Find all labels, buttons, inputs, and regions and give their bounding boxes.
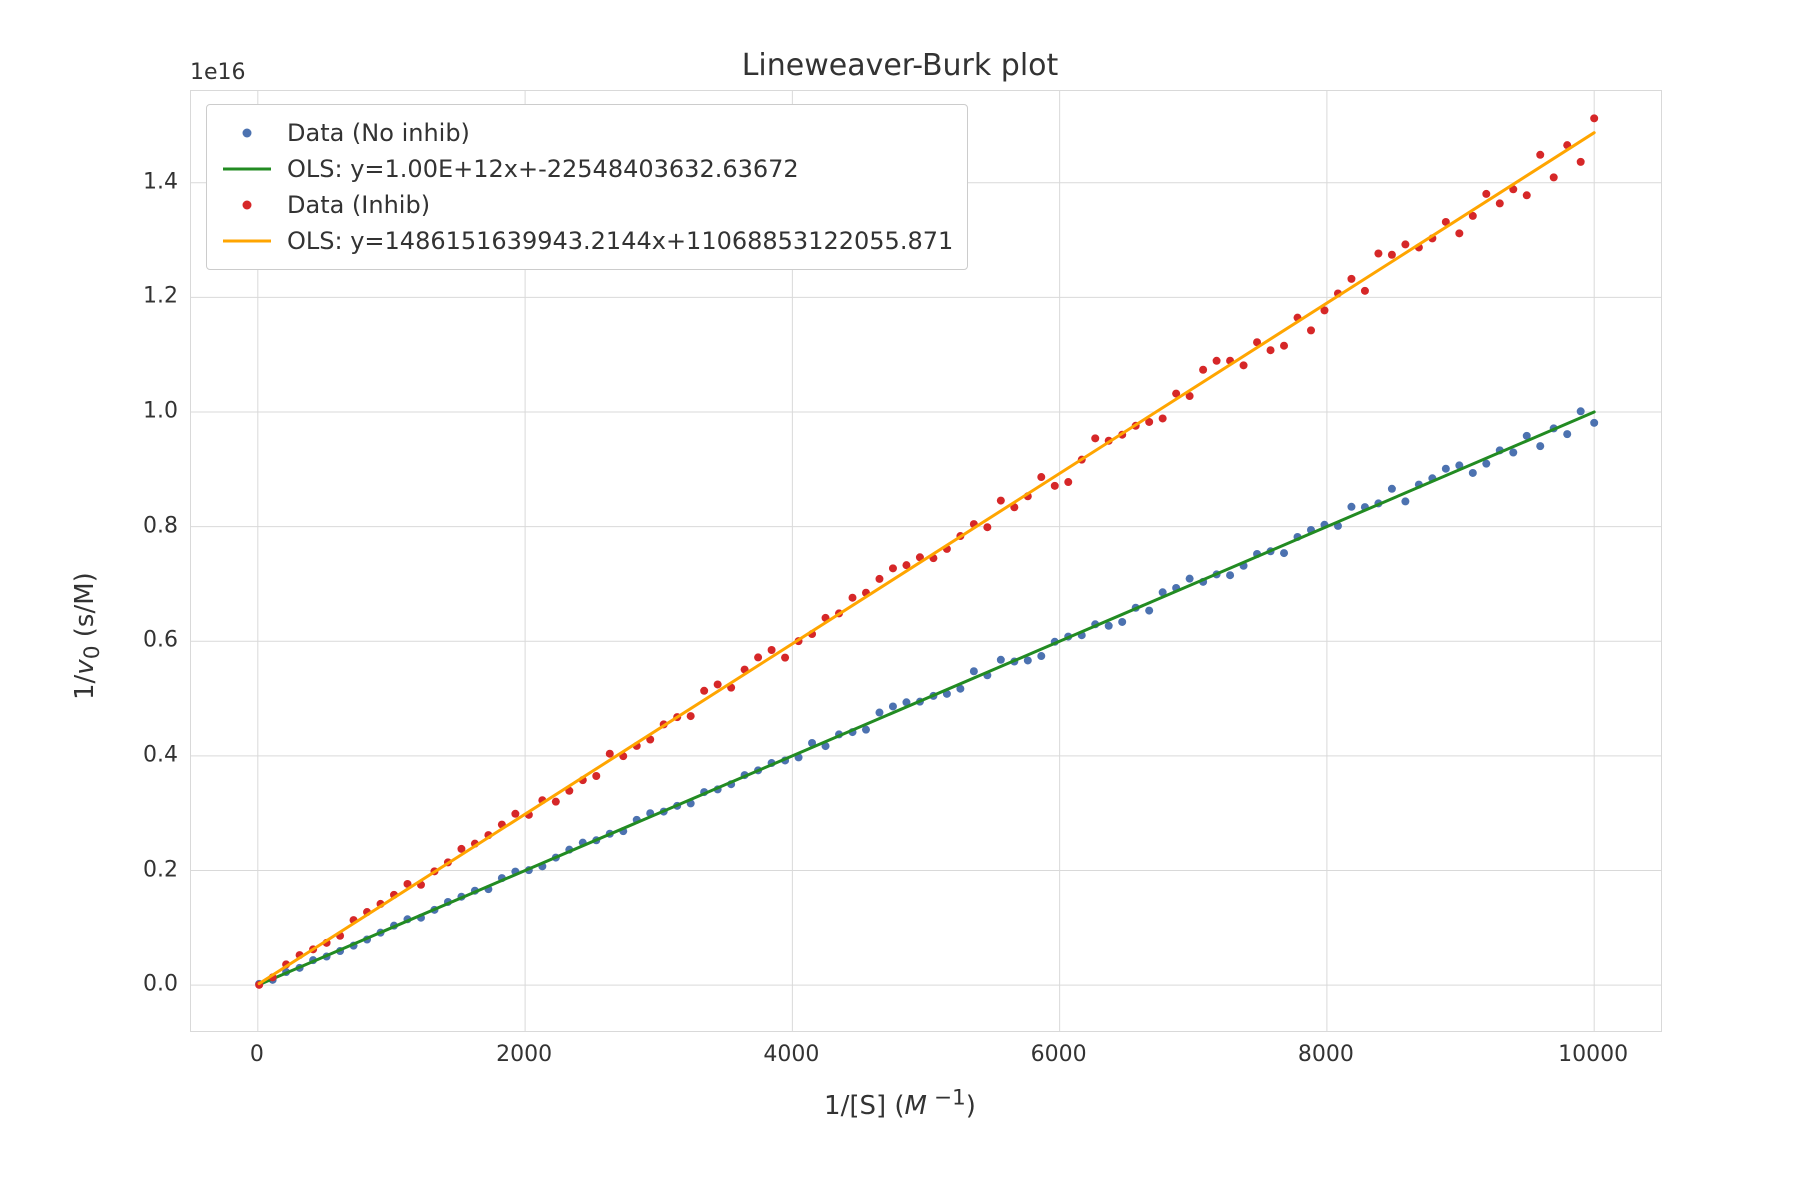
legend-label: Data (Inhib) (287, 191, 430, 219)
x-tick-label: 4000 (763, 1042, 819, 1067)
legend-line-icon (221, 233, 273, 249)
y-tick-label: 0.8 (118, 513, 178, 538)
figure: Lineweaver-Burk plot 1e16 0 2000 4000 6000 8… (0, 0, 1800, 1200)
x-tick-label: 6000 (1031, 1042, 1087, 1067)
legend: Data (No inhib) OLS: y=1.00E+12x+-2254840… (206, 104, 968, 270)
y-tick-label: 1.4 (118, 169, 178, 194)
legend-item: Data (No inhib) (221, 115, 953, 151)
legend-label: Data (No inhib) (287, 119, 470, 147)
legend-marker-icon (221, 125, 273, 141)
x-tick-label: 2000 (496, 1042, 552, 1067)
y-axis-offset: 1e16 (190, 60, 246, 85)
legend-item: OLS: y=1486151639943.2144x+1106885312205… (221, 223, 953, 259)
legend-label: OLS: y=1486151639943.2144x+1106885312205… (287, 227, 953, 255)
y-axis-label: 1/v0 (s/M) (70, 572, 105, 700)
y-tick-label: 1.0 (118, 398, 178, 423)
y-tick-label: 0.2 (118, 857, 178, 882)
chart-title: Lineweaver-Burk plot (0, 48, 1800, 83)
x-axis-label: 1/[S] (M −1) (0, 1085, 1800, 1121)
x-tick-label: 0 (250, 1042, 264, 1067)
y-axis-label-text: 1/v0 (s/M) (70, 572, 100, 700)
y-tick-label: 0.4 (118, 742, 178, 767)
legend-item: OLS: y=1.00E+12x+-22548403632.63672 (221, 151, 953, 187)
y-tick-label: 0.6 (118, 628, 178, 653)
y-tick-label: 0.0 (118, 972, 178, 997)
x-axis-label-text: 1/[S] (M −1) (824, 1091, 976, 1121)
x-tick-label: 10000 (1558, 1042, 1628, 1067)
legend-label: OLS: y=1.00E+12x+-22548403632.63672 (287, 155, 799, 183)
legend-item: Data (Inhib) (221, 187, 953, 223)
y-tick-label: 1.2 (118, 284, 178, 309)
x-tick-label: 8000 (1298, 1042, 1354, 1067)
no-inhib-fit (259, 412, 1594, 985)
legend-line-icon (221, 161, 273, 177)
legend-marker-icon (221, 197, 273, 213)
